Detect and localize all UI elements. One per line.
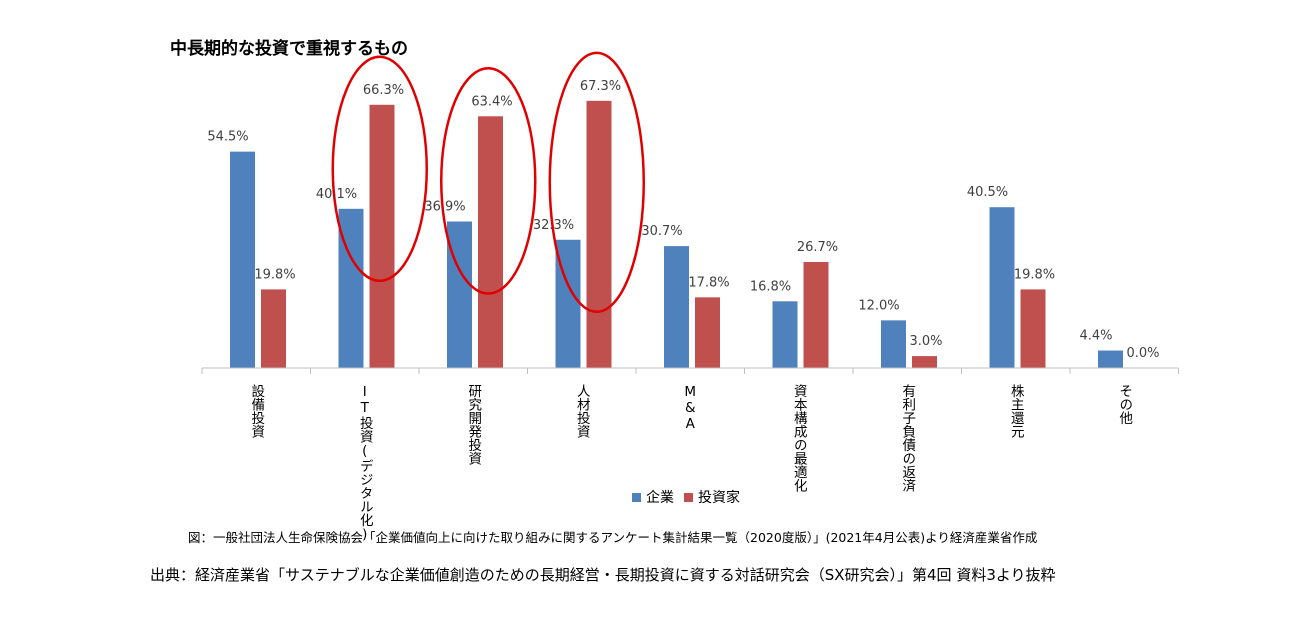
category-label: IT投資(デジタル化) [357, 384, 374, 543]
data-label: 63.4% [471, 94, 512, 109]
data-label: 19.8% [254, 267, 295, 282]
highlight-oval [440, 67, 537, 295]
legend-swatch-company [632, 492, 641, 502]
legend-item-company: 企業 [632, 487, 674, 507]
bar-company [881, 320, 906, 368]
category-label: M&A [682, 384, 698, 432]
bar-investor [912, 356, 937, 368]
bar-investor [695, 297, 720, 368]
data-label: 0.0% [1126, 346, 1159, 361]
data-label: 30.7% [641, 224, 682, 239]
data-label: 26.7% [797, 240, 838, 255]
bar-company [230, 151, 255, 368]
highlight-ovals [331, 51, 645, 314]
chart-title: 中長期的な投資で重視するもの [170, 39, 408, 59]
category-labels: 設備投資 IT投資(デジタル化) 研究開発投資 人材投資 M&A 資本構成の最適化 有利子負… [248, 384, 1133, 543]
bar-company [989, 207, 1015, 368]
data-label: 40.5% [967, 185, 1008, 200]
data-label: 19.8% [1014, 267, 1055, 282]
bar-investor [803, 262, 829, 368]
bar-company [664, 246, 689, 368]
legend-item-investor: 投資家 [684, 487, 740, 507]
highlight-oval [331, 55, 428, 283]
category-label: 株主還元 [1008, 384, 1025, 440]
category-label: 研究開発投資 [465, 384, 482, 465]
data-label: 16.8% [750, 279, 791, 294]
data-label: 4.4% [1079, 329, 1112, 344]
category-label: 設備投資 [248, 384, 265, 439]
bar-investor [369, 104, 395, 368]
bar-investor [586, 100, 612, 368]
legend-label-company: 企業 [646, 490, 674, 506]
data-label: 32.3% [533, 218, 574, 233]
axis-layer [201, 367, 1179, 374]
bar-investor [478, 116, 503, 368]
data-label: 40.1% [316, 187, 357, 202]
data-label: 54.5% [207, 130, 248, 145]
legend-swatch-investor [684, 492, 693, 502]
category-label: 有利子負債の返済 [899, 384, 916, 493]
category-label: その他 [1116, 384, 1133, 426]
legend: 企業 投資家 [632, 487, 750, 507]
highlight-oval [548, 51, 645, 314]
bar-investor [1020, 289, 1046, 368]
data-label: 36.9% [424, 200, 465, 215]
bars-layer [230, 100, 1123, 368]
category-label: 資本構成の最適化 [791, 384, 808, 494]
figure-caption: 図：一般社団法人生命保険協会「企業価値向上に向けた取り組みに関するアンケート集計… [188, 530, 1038, 545]
value-labels: 54.5% 19.8% 40.1% 66.3% 36.9% 63.4% 32.3% 67.3%… [207, 79, 1159, 361]
bar-company [772, 301, 798, 368]
bar-company [1098, 350, 1123, 368]
legend-label-investor: 投資家 [698, 490, 740, 506]
data-label: 66.3% [363, 83, 404, 98]
bar-investor [261, 289, 286, 368]
source-note: 出典：経済産業省「サステナブルな企業価値創造のための長期経営・長期投資に資する対… [150, 566, 1056, 584]
data-label: 3.0% [909, 334, 942, 349]
data-label: 12.0% [858, 298, 899, 313]
data-label: 67.3% [580, 79, 621, 94]
data-label: 17.8% [688, 275, 729, 290]
bar-company [447, 221, 472, 368]
category-label: 人材投資 [574, 384, 591, 439]
